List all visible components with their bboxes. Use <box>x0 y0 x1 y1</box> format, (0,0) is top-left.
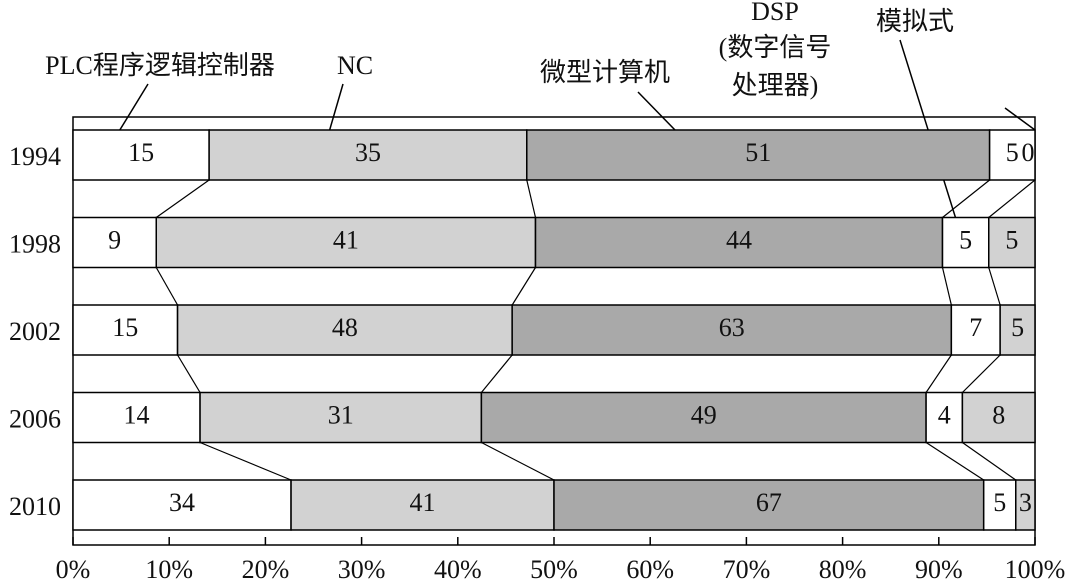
legend-label: DSP <box>751 0 799 26</box>
bar-segment <box>526 129 991 181</box>
data-label: 49 <box>691 400 717 429</box>
x-tick-label: 60% <box>626 555 674 581</box>
connector <box>511 267 537 306</box>
bar-segment <box>480 391 927 444</box>
bar-segment <box>988 216 1036 269</box>
bar-segment <box>290 479 555 531</box>
connector <box>961 354 1001 393</box>
data-label: 15 <box>112 313 138 342</box>
data-label: 4 <box>938 400 951 429</box>
connector <box>942 179 990 218</box>
bar-segment <box>988 129 1036 181</box>
connector <box>925 441 985 481</box>
data-label: 15 <box>128 138 154 167</box>
data-label: 5 <box>959 225 972 254</box>
x-tick-label: 30% <box>338 555 386 581</box>
bar-segment <box>155 216 537 269</box>
x-tick-label: 100% <box>1005 555 1066 581</box>
data-label: 44 <box>726 225 752 254</box>
leader-line <box>1004 107 1036 131</box>
data-label: 41 <box>410 488 436 517</box>
data-label: 35 <box>355 138 381 167</box>
connector <box>155 179 210 218</box>
data-label: 9 <box>108 225 121 254</box>
legend-label: 模拟式 <box>876 7 954 36</box>
data-label: 67 <box>756 488 782 517</box>
bar-segment <box>950 304 1001 356</box>
data-label: 51 <box>745 138 771 167</box>
data-label: 8 <box>992 400 1005 429</box>
bar-segment <box>925 391 964 444</box>
connector <box>480 354 513 393</box>
data-label: 41 <box>333 225 359 254</box>
connector <box>988 179 1036 218</box>
legend-label: 处理器) <box>732 71 819 100</box>
data-label: 14 <box>124 400 150 429</box>
bar-segment <box>72 304 179 356</box>
bar-segment <box>553 479 985 531</box>
data-label: 5 <box>1006 138 1019 167</box>
x-tick-label: 40% <box>434 555 482 581</box>
x-tick-label: 0% <box>56 555 91 581</box>
x-tick-label: 20% <box>242 555 290 581</box>
y-tick-label: 1994 <box>9 142 61 171</box>
bar-segment <box>941 216 990 269</box>
bar-segment <box>176 304 513 356</box>
data-label: 0 <box>1022 138 1035 167</box>
x-tick-label: 70% <box>723 555 771 581</box>
x-tick-label: 80% <box>819 555 867 581</box>
connector <box>177 354 201 393</box>
data-label: 48 <box>332 313 358 342</box>
y-tick-label: 1998 <box>9 229 61 258</box>
bar-segment <box>999 304 1036 356</box>
bar-segment <box>72 129 210 181</box>
legend-label: 微型计算机 <box>540 58 670 87</box>
y-tick-label: 2006 <box>9 404 61 433</box>
legend-label: NC <box>337 51 373 80</box>
bar-segment <box>72 391 201 444</box>
legend-label: PLC程序逻辑控制器 <box>45 51 275 80</box>
data-label: 7 <box>969 313 982 342</box>
legend-label: (数字信号 <box>719 33 832 62</box>
leader-line <box>637 91 676 131</box>
connector <box>526 179 537 218</box>
connector <box>941 267 952 306</box>
bar-segment <box>72 216 157 269</box>
bar-segment <box>982 479 1017 531</box>
bar-segment <box>199 391 483 444</box>
bar-segment <box>511 304 953 356</box>
data-label: 3 <box>1019 488 1032 517</box>
data-label: 5 <box>993 488 1006 517</box>
connector <box>199 441 292 481</box>
connector <box>988 267 1001 306</box>
data-label: 63 <box>719 313 745 342</box>
data-label: 34 <box>169 488 195 517</box>
connector <box>962 442 1017 481</box>
data-label: 31 <box>328 400 354 429</box>
x-tick-label: 10% <box>145 555 193 581</box>
data-label: 5 <box>1005 225 1018 254</box>
connector <box>481 441 555 481</box>
connector <box>925 354 952 393</box>
y-tick-label: 2010 <box>9 492 61 521</box>
connector <box>155 267 179 306</box>
bar-segment <box>1015 479 1036 531</box>
data-label: 5 <box>1011 313 1024 342</box>
y-tick-label: 2002 <box>9 317 61 346</box>
bar-segment <box>961 391 1036 444</box>
bar-segment <box>72 479 292 531</box>
x-tick-label: 50% <box>530 555 578 581</box>
x-tick-label: 90% <box>915 555 963 581</box>
